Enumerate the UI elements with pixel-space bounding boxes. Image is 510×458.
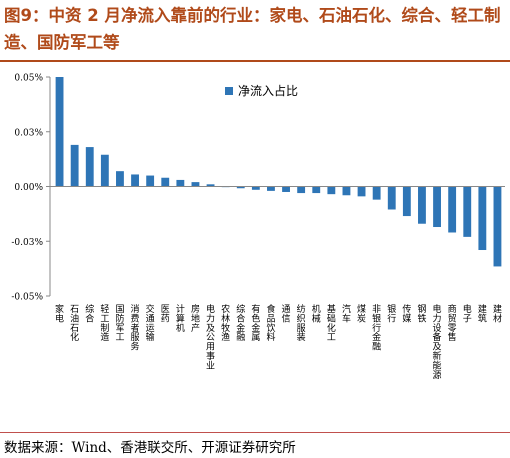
bar <box>191 182 200 187</box>
y-tick-label: -0.03% <box>11 238 43 248</box>
bar <box>387 186 396 210</box>
y-tick-label: 0.03% <box>14 128 43 138</box>
source-divider <box>0 432 510 433</box>
x-tick-label: 电力设备及新能源 <box>433 303 442 381</box>
x-tick-label: 国防军工 <box>115 304 124 343</box>
bar <box>418 186 426 224</box>
bar <box>463 186 472 237</box>
x-tick-label: 基础化工 <box>327 303 336 343</box>
bar <box>176 179 185 187</box>
x-tick-label: 传媒 <box>402 303 411 324</box>
bar <box>297 186 306 194</box>
bar <box>55 77 64 187</box>
bar <box>236 186 245 189</box>
bar <box>478 186 487 251</box>
bar <box>493 186 502 267</box>
x-tick-label: 石油石化 <box>70 305 79 343</box>
bar <box>402 186 411 217</box>
x-tick-label: 银行 <box>387 303 396 324</box>
title-divider <box>0 60 510 62</box>
bar <box>206 184 215 187</box>
x-tick-label: 有色金属 <box>251 303 260 343</box>
x-tick-label: 电子 <box>463 303 472 324</box>
bar <box>327 186 336 195</box>
bar <box>267 186 275 191</box>
bar-chart: 0.05% 0.03% 0.00% -0.03% -0.05% 家电石油石化综合轻工制造国… <box>11 74 505 381</box>
source-note: 数据来源：Wind、香港联交所、开源证券研究所 <box>4 440 296 456</box>
x-tick-label: 电力及公用事业 <box>206 303 215 371</box>
bar <box>372 186 381 200</box>
x-tick-label: 轻工制造 <box>100 303 109 343</box>
bar <box>312 186 321 194</box>
x-tick-label: 非银行金融 <box>372 303 381 353</box>
x-tick-label: 综合 <box>85 303 94 324</box>
x-tick-label: 商贸零售 <box>448 303 457 343</box>
bar <box>116 171 124 187</box>
y-tick-label: 0.05% <box>14 74 43 84</box>
legend-swatch <box>225 87 233 95</box>
x-tick-label: 计算机 <box>176 303 185 334</box>
legend-label: 净流入占比 <box>238 83 298 98</box>
x-tick-label: 纺织服装 <box>297 303 306 343</box>
bar <box>433 186 441 228</box>
x-tick-label: 房地产 <box>191 303 200 334</box>
x-tick-label: 综合金融 <box>236 303 245 343</box>
x-tick-label: 农林牧渔 <box>221 303 230 343</box>
bar <box>342 186 351 196</box>
x-tick-label: 建材 <box>493 303 502 324</box>
bar <box>146 175 155 187</box>
bar <box>282 186 290 192</box>
bar <box>357 186 366 197</box>
x-tick-label: 消费者服务 <box>131 303 140 353</box>
x-tick-label: 家电 <box>55 303 64 324</box>
bar <box>131 174 139 187</box>
x-tick-label: 汽车 <box>342 303 351 324</box>
x-tick-label: 煤炭 <box>357 303 366 324</box>
x-tick-label: 机械 <box>312 303 321 324</box>
y-tick-label: -0.05% <box>11 293 43 303</box>
x-tick-label: 医药 <box>161 304 170 324</box>
x-tick-label: 钢铁 <box>417 303 426 324</box>
title-bar: 图9：中资 2 月净流入靠前的行业：家电、石油石化、综合、轻工制造、国防军工等 <box>0 0 510 58</box>
bar <box>161 177 170 187</box>
bar <box>251 186 260 190</box>
y-tick-label: 0.00% <box>14 183 43 193</box>
bar <box>70 144 79 187</box>
x-tick-label: 食品饮料 <box>266 303 275 343</box>
bar <box>100 154 109 187</box>
x-tick-label: 交通运输 <box>146 303 155 343</box>
bar <box>85 147 94 187</box>
figure-title: 图9：中资 2 月净流入靠前的行业：家电、石油石化、综合、轻工制造、国防军工等 <box>4 6 501 52</box>
bar <box>448 186 457 233</box>
x-tick-label: 通信 <box>282 304 291 324</box>
chart-area: 0.05% 0.03% 0.00% -0.03% -0.05% 家电 石油石化 综合 轻工制造国… <box>0 62 510 432</box>
x-tick-label: 建筑 <box>478 303 487 324</box>
